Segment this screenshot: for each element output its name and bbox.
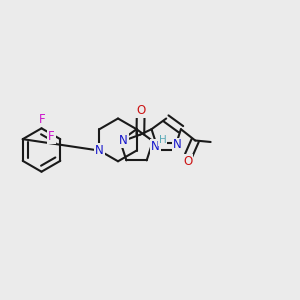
Text: F: F <box>48 130 55 143</box>
Text: N: N <box>95 144 104 157</box>
Text: H: H <box>159 135 167 145</box>
Text: N: N <box>119 134 128 147</box>
Text: F: F <box>39 113 45 126</box>
Text: N: N <box>172 139 181 152</box>
Text: O: O <box>183 155 192 168</box>
Text: N: N <box>151 140 160 153</box>
Text: O: O <box>136 104 145 117</box>
